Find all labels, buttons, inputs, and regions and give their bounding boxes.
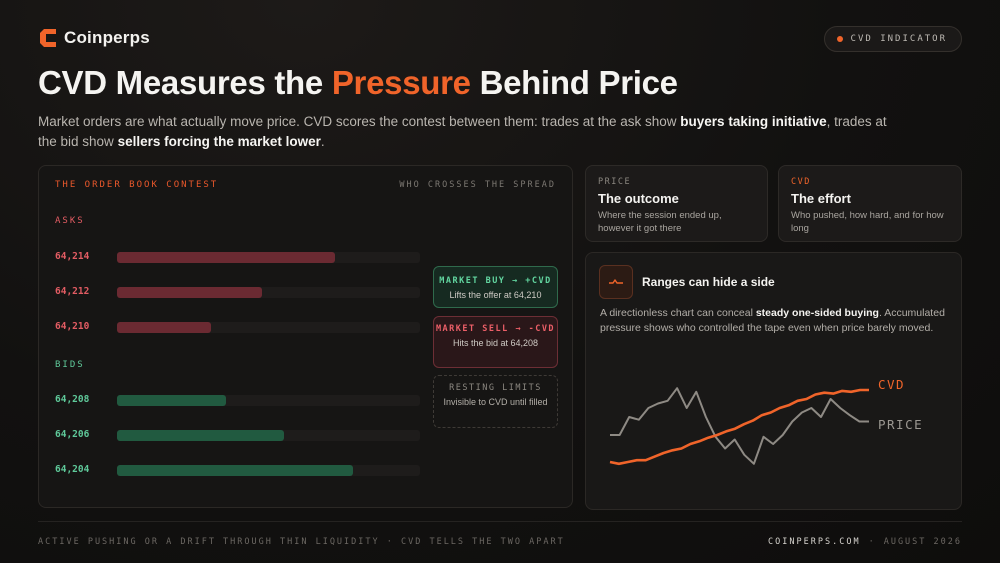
price-card-title: The outcome <box>598 191 679 206</box>
market-buy-title: MARKET BUY → +CVD <box>439 276 552 286</box>
badge-label: CVD INDICATOR <box>850 34 947 44</box>
bid-row: 64,204 <box>55 463 420 477</box>
price-series-line <box>610 387 869 465</box>
ranges-panel: Ranges can hide a side A directionless c… <box>585 252 962 510</box>
footer-divider <box>38 521 962 522</box>
cvd-series-line <box>609 388 869 466</box>
ranges-desc: A directionless chart can conceal steady… <box>600 306 952 335</box>
ask-row: 64,210 <box>55 320 420 334</box>
depth-track <box>117 322 420 333</box>
cvd-card: CVD The effort Who pushed, how hard, and… <box>778 165 962 242</box>
brand[interactable]: Coinperps <box>38 28 150 48</box>
bid-price: 64,204 <box>55 464 90 475</box>
footer-tagline: ACTIVE PUSHING OR A DRIFT THROUGH THIN L… <box>38 537 565 547</box>
footer-separator: · <box>868 537 876 547</box>
bid-depth-bar <box>117 465 354 476</box>
order-book-panel: THE ORDER BOOK CONTEST WHO CROSSES THE S… <box>38 165 573 508</box>
resting-limits-title: RESTING LIMITS <box>449 383 542 393</box>
bid-price: 64,206 <box>55 429 90 440</box>
bid-depth-bar <box>117 395 227 406</box>
coinperps-logo-icon <box>40 29 56 47</box>
ask-depth-bar <box>117 287 263 298</box>
indicator-badge: CVD INDICATOR <box>823 26 962 52</box>
subtitle-text-1: Market orders are what actually move pri… <box>38 114 681 129</box>
price-card-label: PRICE <box>598 177 632 187</box>
bid-price: 64,208 <box>55 394 90 405</box>
order-book-title: THE ORDER BOOK CONTEST <box>55 180 219 190</box>
resting-limits-card: RESTING LIMITS Invisible to CVD until fi… <box>433 375 558 428</box>
subtitle-text-3: . <box>320 134 325 149</box>
ranges-desc-2: . Accumulated pressure shows who control… <box>600 307 945 334</box>
footer-date: AUGUST 2026 <box>883 537 962 547</box>
title-part-1: CVD Measures the <box>38 64 332 101</box>
asks-label: ASKS <box>55 216 85 226</box>
depth-track <box>117 430 420 441</box>
order-book-subtitle: WHO CROSSES THE SPREAD <box>399 180 556 190</box>
brand-name: Coinperps <box>64 28 150 47</box>
ask-row: 64,214 <box>55 250 420 264</box>
ask-price: 64,210 <box>55 321 90 332</box>
market-sell-title: MARKET SELL → -CVD <box>435 324 556 334</box>
subtitle-bold-2: sellers forcing the market lower <box>117 134 321 149</box>
page-title: CVD Measures the Pressure Behind Price <box>38 64 678 102</box>
footer-meta: COINPERPS.COM · AUGUST 2026 <box>768 537 962 547</box>
ask-depth-bar <box>117 322 211 333</box>
cvd-series-label: CVD <box>878 377 906 392</box>
market-sell-desc: Hits the bid at 64,208 <box>452 338 539 348</box>
ask-row: 64,212 <box>55 285 420 299</box>
cvd-card-desc: Who pushed, how hard, and for how long <box>791 210 944 234</box>
cvd-card-title: The effort <box>791 191 851 206</box>
ranges-desc-bold: steady one-sided buying <box>755 307 879 319</box>
price-card-desc: Where the session ended up, however it g… <box>598 210 722 234</box>
page-subtitle: Market orders are what actually move pri… <box>38 112 898 152</box>
depth-track <box>117 287 420 298</box>
title-part-2: Behind Price <box>470 64 678 101</box>
depth-track <box>117 252 420 263</box>
footer-site-link[interactable]: COINPERPS.COM <box>768 537 861 547</box>
cvd-vs-price-chart <box>609 387 869 466</box>
title-accent: Pressure <box>331 64 471 101</box>
price-card: PRICE The outcome Where the session ende… <box>585 165 768 242</box>
ask-depth-bar <box>117 252 336 263</box>
pulse-icon <box>599 265 633 299</box>
subtitle-text-2: , trades at the bid show <box>38 114 887 149</box>
bid-row: 64,208 <box>55 393 420 407</box>
market-sell-card: MARKET SELL → -CVD Hits the bid at 64,20… <box>433 316 558 368</box>
subtitle-bold-1: buyers taking initiative <box>680 114 827 129</box>
ask-price: 64,212 <box>55 286 90 297</box>
bid-row: 64,206 <box>55 428 420 442</box>
bid-depth-bar <box>117 430 284 441</box>
depth-track <box>117 465 420 476</box>
market-buy-desc: Lifts the offer at 64,210 <box>449 290 542 300</box>
depth-track <box>117 395 420 406</box>
price-series-label: PRICE <box>878 417 924 432</box>
cvd-card-label: CVD <box>791 177 811 187</box>
ranges-desc-1: A directionless chart can conceal <box>600 307 756 319</box>
ask-price: 64,214 <box>55 251 90 262</box>
ranges-title: Ranges can hide a side <box>642 275 775 289</box>
market-buy-card: MARKET BUY → +CVD Lifts the offer at 64,… <box>433 266 558 308</box>
resting-limits-desc: Invisible to CVD until filled <box>443 397 548 407</box>
bids-label: BIDS <box>55 360 85 370</box>
status-dot-icon <box>836 36 843 42</box>
